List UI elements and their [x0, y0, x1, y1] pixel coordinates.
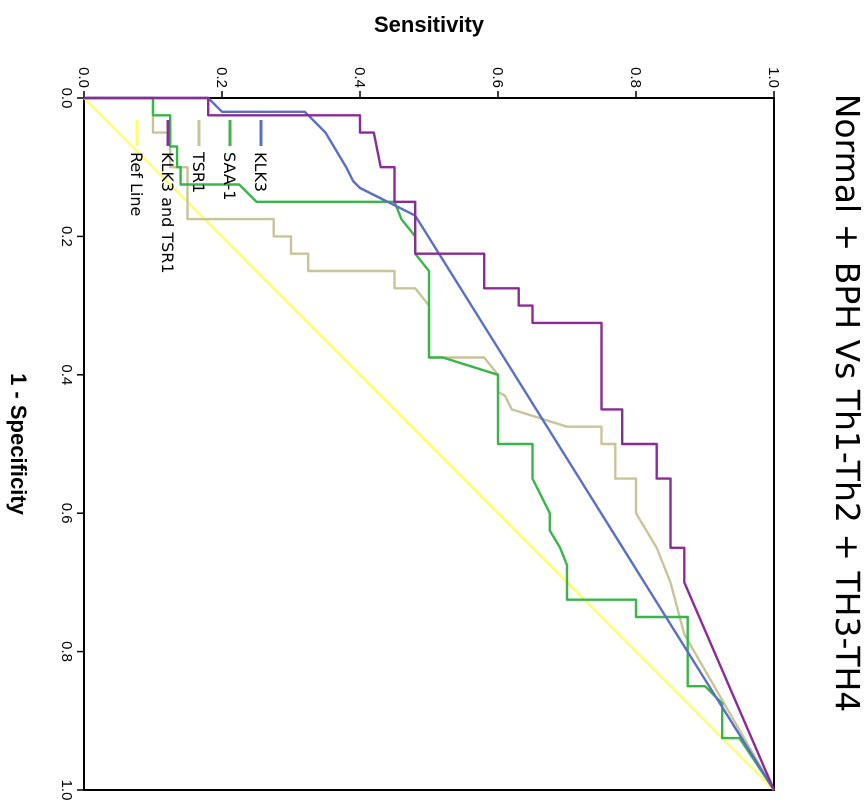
plot-area: 0.0 0.2 0.4 0.6 0.8 1.0 0.0 0.2 0.4 0.6 0.8 1.0 [58, 67, 782, 800]
x-tick-label: 1.0 [58, 780, 75, 801]
legend-label-klk3-and-tsr1: KLK3 and TSR1 [158, 152, 177, 274]
series-line-saa-1 [84, 96, 775, 791]
legend-label-ref-line: Ref Line [127, 152, 146, 216]
series-line-klk3 [84, 96, 776, 791]
y-tick-label: 1.0 [765, 67, 782, 88]
series-line-klk3-and-tsr1 [84, 96, 776, 791]
y-tick-label: 0.0 [75, 67, 92, 88]
x-ticks: 0.0 0.2 0.4 0.6 0.8 1.0 [58, 88, 84, 801]
legend-label-tsr1: TSR1 [189, 151, 208, 193]
y-tick-label: 0.4 [351, 67, 368, 88]
x-tick-label: 0.6 [58, 503, 75, 524]
y-tick-label: 0.6 [489, 67, 506, 88]
x-tick-label: 0.8 [58, 641, 75, 662]
x-axis-title: 1 - Specificity [6, 373, 31, 516]
y-tick-label: 0.8 [627, 67, 644, 88]
y-tick-label: 0.2 [213, 67, 230, 88]
legend-label-klk3: KLK3 [251, 152, 270, 192]
legend: KLK3 SAA-1 TSR1 KLK3 and TSR1 Ref Line [127, 120, 270, 274]
x-tick-label: 0.2 [58, 226, 75, 247]
series-layer [83, 96, 776, 791]
x-tick-label: 0.4 [58, 364, 75, 385]
series-line-ref-line [83, 97, 775, 791]
rotated-figure: Normal + BPH Vs Th1-Th2 + TH3-TH4 0.0 0.2… [6, 12, 866, 800]
x-tick-label: 0.0 [58, 88, 75, 109]
y-axis-title: Sensitivity [374, 12, 485, 37]
legend-label-saa-1: SAA-1 [220, 152, 239, 200]
y-ticks: 0.0 0.2 0.4 0.6 0.8 1.0 [75, 67, 782, 98]
chart-title: Normal + BPH Vs Th1-Th2 + TH3-TH4 [828, 94, 866, 713]
